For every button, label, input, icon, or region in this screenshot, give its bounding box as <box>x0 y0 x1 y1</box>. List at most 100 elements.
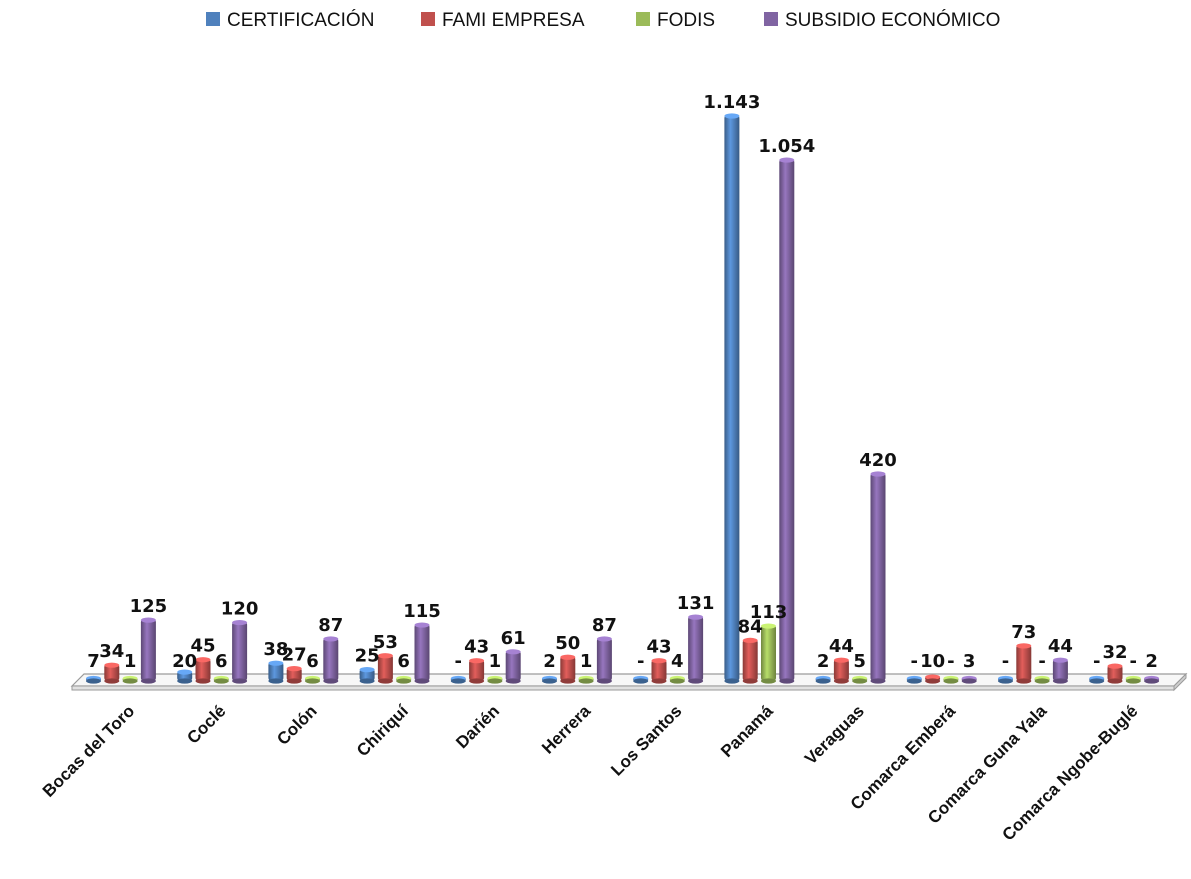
bar-cap <box>833 657 849 663</box>
data-label-comarca-ngobe-bugle-fami-empresa: 32 <box>1102 642 1127 663</box>
legend-item-fodis: FODIS <box>636 10 715 31</box>
bars-group <box>86 113 1160 684</box>
bar-body <box>286 667 302 681</box>
bar-veraguas-certificacion <box>815 675 831 684</box>
bar-body <box>377 654 393 681</box>
bar-bocas-del-toro-fodis <box>122 675 138 684</box>
bar-cap <box>925 674 941 680</box>
category-label-darien: Darién <box>452 701 503 752</box>
bar-cap <box>232 619 248 626</box>
data-label-cocle-fodis: 6 <box>215 651 228 672</box>
bar-herrera-certificacion <box>542 675 557 684</box>
legend-label-fodis: FODIS <box>657 10 715 31</box>
bar-base <box>450 678 466 684</box>
bar-body <box>870 473 886 681</box>
bar-body <box>505 650 521 681</box>
bar-base <box>213 678 229 684</box>
bar-base <box>742 678 758 684</box>
data-label-cocle-certificacion: 20 <box>172 651 197 672</box>
category-label-cocle: Coclé <box>183 701 229 747</box>
legend-swatch-fodis <box>636 12 650 26</box>
bar-comarca-guna-yala-fodis <box>1034 675 1050 684</box>
bar-base <box>651 678 667 684</box>
bar-cap <box>414 622 430 628</box>
bar-body <box>688 616 704 681</box>
bar-colon-fodis <box>305 675 320 684</box>
bar-base <box>86 678 101 684</box>
legend-swatch-fami-empresa <box>421 12 435 26</box>
bar-cap <box>359 667 375 673</box>
bar-base <box>906 678 922 684</box>
data-label-los-santos-subsidio-economico: 131 <box>677 593 715 614</box>
category-label-colon: Colón <box>273 701 320 748</box>
legend-label-fami-empresa: FAMI EMPRESA <box>442 10 585 31</box>
data-label-comarca-ngobe-bugle-certificacion: - <box>1093 651 1100 672</box>
bar-body <box>724 115 740 681</box>
data-label-bocas-del-toro-subsidio-economico: 125 <box>130 596 168 617</box>
bar-darien-fami-empresa <box>469 658 485 684</box>
data-label-herrera-fodis: 1 <box>580 651 593 672</box>
bar-colon-subsidio-economico <box>323 636 339 684</box>
bar-cap <box>140 617 156 623</box>
bar-body <box>742 639 758 681</box>
bar-base <box>140 678 156 684</box>
bar-colon-fami-empresa <box>286 666 302 684</box>
bar-herrera-fami-empresa <box>560 654 576 684</box>
bar-cap <box>761 623 776 629</box>
category-label-los-santos: Los Santos <box>607 701 685 779</box>
bar-base <box>1144 678 1160 684</box>
bar-comarca-embera-subsidio-economico <box>961 675 977 684</box>
bar-darien-fodis <box>487 675 503 684</box>
data-label-veraguas-subsidio-economico: 420 <box>859 450 897 471</box>
data-label-chiriqui-subsidio-economico: 115 <box>403 601 441 622</box>
bar-cocle-subsidio-economico <box>232 619 248 684</box>
data-label-veraguas-certificacion: 2 <box>817 651 830 672</box>
bar-body <box>268 662 284 681</box>
category-label-chiriqui: Chiriquí <box>353 700 413 760</box>
data-label-darien-fodis: 1 <box>489 651 502 672</box>
data-label-comarca-guna-yala-fodis: - <box>1038 651 1045 672</box>
bar-base <box>870 678 886 684</box>
bar-cap <box>1052 657 1068 663</box>
bar-base <box>469 678 485 684</box>
bar-base <box>177 678 193 684</box>
bar-body <box>833 659 849 681</box>
bar-cocle-certificacion <box>177 669 193 684</box>
bar-base <box>833 678 849 684</box>
data-label-panama-fami-empresa: 84 <box>738 616 763 637</box>
bar-chiriqui-fami-empresa <box>377 653 393 684</box>
legend-label-subsidio-economico: SUBSIDIO ECONÓMICO <box>785 9 1000 31</box>
bar-base <box>505 678 521 684</box>
bar-base <box>943 678 959 684</box>
bar-cap <box>688 614 704 620</box>
bar-cap <box>779 157 795 163</box>
bar-cap <box>596 636 612 642</box>
bar-panama-subsidio-economico <box>779 157 795 684</box>
bar-base <box>1089 678 1105 684</box>
data-label-chiriqui-fami-empresa: 53 <box>373 632 398 653</box>
bar-base <box>724 678 740 684</box>
bar-base <box>104 678 120 684</box>
bar-base <box>195 678 211 684</box>
data-label-darien-certificacion: - <box>455 651 462 672</box>
data-label-panama-fodis: 113 <box>750 602 788 623</box>
bar-panama-fami-empresa <box>742 637 758 684</box>
bar-chiriqui-certificacion <box>359 667 375 684</box>
data-label-comarca-guna-yala-subsidio-economico: 44 <box>1048 636 1073 657</box>
data-label-bocas-del-toro-certificacion: 7 <box>87 651 100 672</box>
bar-body <box>323 637 339 681</box>
bar-comarca-ngobe-bugle-certificacion <box>1089 675 1105 684</box>
legend-item-subsidio-economico: SUBSIDIO ECONÓMICO <box>764 9 1000 31</box>
floor-front <box>71 685 1175 691</box>
data-label-herrera-subsidio-economico: 87 <box>592 615 617 636</box>
bar-base <box>542 678 557 684</box>
bar-base <box>268 678 284 684</box>
bar-cap <box>377 653 393 659</box>
bar-darien-subsidio-economico <box>505 649 521 684</box>
bar-veraguas-fami-empresa <box>833 657 849 684</box>
data-label-darien-fami-empresa: 43 <box>464 637 489 658</box>
bar-base <box>779 678 795 684</box>
bar-base <box>596 678 612 684</box>
bar-cap <box>870 471 886 477</box>
